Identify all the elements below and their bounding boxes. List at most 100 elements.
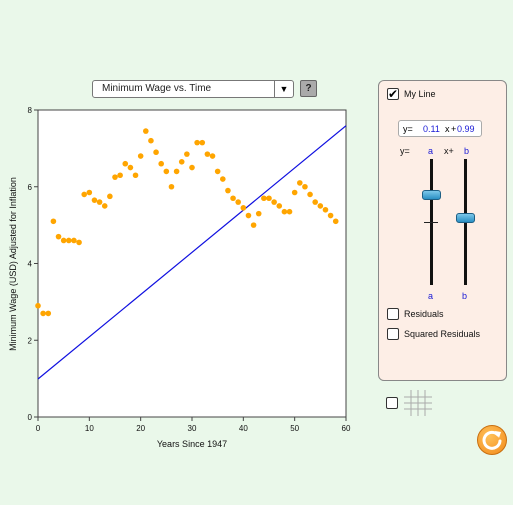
data-point [271, 199, 277, 205]
x-tick-label: 60 [342, 424, 351, 433]
data-point [128, 165, 134, 171]
y-tick-label: 4 [28, 260, 33, 269]
data-point [35, 303, 41, 309]
reset-button[interactable] [477, 425, 507, 455]
data-point [210, 153, 216, 159]
data-point [81, 192, 87, 198]
data-point [256, 211, 262, 217]
data-point [133, 172, 139, 178]
data-point [235, 199, 241, 205]
data-point [287, 209, 293, 215]
y-tick-label: 6 [28, 183, 33, 192]
y-tick-label: 8 [28, 106, 33, 115]
eq-plus: + [451, 124, 456, 134]
data-point [40, 311, 46, 317]
eq-y: y= [403, 124, 413, 134]
data-point [97, 199, 103, 205]
data-point [215, 169, 221, 175]
chart-type-dropdown[interactable]: Minimum Wage vs. Time ▼ [92, 80, 294, 98]
data-point [87, 190, 93, 196]
data-point [220, 176, 226, 182]
y-tick-label: 2 [28, 336, 33, 345]
slider-a-thumb[interactable] [422, 190, 441, 200]
data-point [312, 199, 318, 205]
slider-a-zero-mark [424, 222, 438, 223]
slider-a-label: a [428, 291, 433, 301]
data-point [302, 184, 308, 190]
data-point [174, 169, 180, 175]
data-point [205, 151, 211, 157]
data-point [102, 203, 108, 209]
data-point [143, 128, 149, 134]
x-tick-label: 40 [239, 424, 248, 433]
grid-checkbox[interactable] [386, 397, 398, 409]
data-point [92, 197, 98, 203]
data-point [71, 238, 77, 244]
data-point [246, 213, 252, 219]
data-point [307, 192, 313, 198]
my-line-label: My Line [404, 89, 436, 99]
x-axis-label: Years Since 1947 [157, 439, 227, 449]
formula-b: b [464, 146, 469, 156]
help-button[interactable]: ? [300, 80, 317, 97]
data-point [164, 169, 170, 175]
grid-icon [402, 389, 434, 417]
slider-b-thumb[interactable] [456, 213, 475, 223]
data-point [66, 238, 72, 244]
residuals-checkbox[interactable] [387, 308, 399, 320]
data-point [292, 190, 298, 196]
x-tick-label: 20 [136, 424, 145, 433]
data-point [148, 138, 154, 144]
data-point [323, 207, 329, 213]
data-point [158, 161, 164, 167]
data-point [169, 184, 175, 190]
eq-x: x [445, 124, 450, 134]
plot-area [38, 110, 346, 417]
y-axis-label: Minimum Wage (USD) Adjusted for Inflatio… [8, 177, 18, 351]
formula-y: y= [400, 146, 410, 156]
data-point [138, 153, 144, 159]
data-point [61, 238, 67, 244]
slider-b-label: b [462, 291, 467, 301]
equation-display: y= 0.11 x + 0.99 [398, 120, 482, 137]
residuals-label: Residuals [404, 309, 444, 319]
data-point [261, 195, 267, 201]
reset-icon [478, 426, 506, 454]
squared-residuals-label: Squared Residuals [404, 329, 480, 339]
data-point [276, 203, 282, 209]
data-point [51, 218, 57, 224]
scatter-chart: 0 10 20 30 40 50 60 0 2 4 6 8 Years Since 1947 Mini… [0, 100, 370, 460]
x-tick-label: 50 [290, 424, 299, 433]
formula-xplus: x+ [444, 146, 454, 156]
data-point [282, 209, 288, 215]
data-point [107, 194, 113, 200]
data-point [297, 180, 303, 186]
my-line-checkbox[interactable]: ✔ [387, 88, 399, 100]
data-point [122, 161, 128, 167]
eq-intercept-value: 0.99 [457, 124, 475, 134]
data-point [230, 195, 236, 201]
data-point [199, 140, 205, 146]
y-tick-label: 0 [28, 413, 33, 422]
x-tick-label: 10 [85, 424, 94, 433]
data-point [194, 140, 200, 146]
data-point [45, 311, 51, 317]
dropdown-selected-label: Minimum Wage vs. Time [102, 83, 211, 94]
data-point [333, 218, 339, 224]
data-point [251, 222, 257, 228]
data-point [179, 159, 185, 165]
data-point [189, 165, 195, 171]
formula-a: a [428, 146, 433, 156]
data-point [153, 149, 159, 155]
data-point [318, 203, 324, 209]
eq-slope-value: 0.11 [423, 124, 440, 134]
squared-residuals-checkbox[interactable] [387, 328, 399, 340]
data-point [56, 234, 62, 240]
triangle-down-icon[interactable]: ▼ [274, 81, 293, 97]
data-point [117, 172, 123, 178]
data-point [266, 195, 272, 201]
data-point [184, 151, 190, 157]
data-point [328, 213, 334, 219]
line-control-panel: ✔ My Line y= 0.11 x + 0.99 y= a x+ b a b… [378, 80, 507, 381]
data-point [225, 188, 231, 194]
